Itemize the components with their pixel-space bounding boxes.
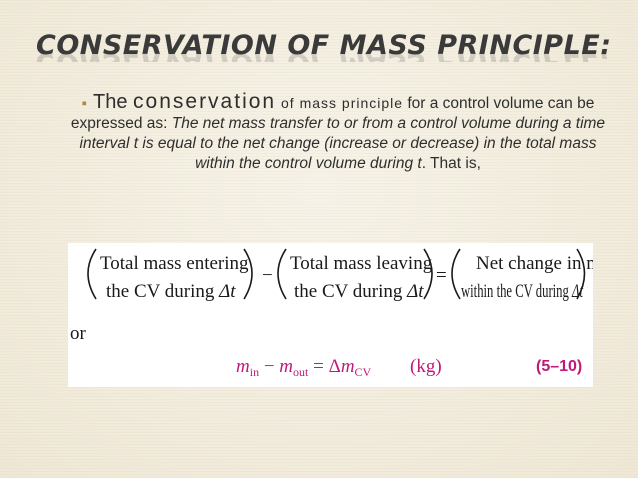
equation-figure: Total mass entering the CV during Δt − T…: [70, 248, 593, 379]
eq-number: (5–10): [536, 358, 582, 375]
eq-equals: =: [436, 265, 447, 286]
paren-right-3: [576, 248, 586, 300]
eq-box1-line2: the CV during Δt: [106, 281, 236, 302]
eq-unit: (kg): [410, 356, 442, 377]
para-end: . That is,: [421, 155, 481, 172]
para-statement: The net mass transfer to or from a contr…: [79, 115, 606, 172]
eq-minus: −: [262, 265, 273, 286]
body-paragraph: ▪ The conservation of mass principle for …: [62, 90, 614, 174]
slide-title: CONSERVATION OF MASS PRINCIPLE:: [36, 30, 612, 61]
eq-box2-line2: the CV during Δt: [294, 281, 424, 302]
para-intro: for a control volume can be expressed as…: [70, 95, 595, 132]
para-mass-principle: of mass principle: [276, 95, 404, 111]
para-conservation: conservation: [133, 90, 277, 113]
eq-box2-line1: Total mass leaving: [290, 253, 433, 274]
equation-image: Total mass entering the CV during Δt − T…: [68, 243, 593, 387]
paren-right-1: [243, 248, 253, 300]
eq-box3-line1: Net change in mass: [476, 253, 593, 274]
eq-box1-line1: Total mass entering: [100, 253, 249, 274]
paren-left-2: [277, 248, 287, 300]
paren-left-3: [451, 248, 461, 300]
paren-left-1: [87, 248, 97, 300]
paren-right-2: [423, 248, 433, 300]
eq-or: or: [70, 323, 87, 344]
eq-compact: min − mout = ΔmCV: [236, 356, 372, 379]
para-lead: The: [93, 91, 134, 113]
slide-title-reflection: CONSERVATION OF MASS PRINCIPLE:: [36, 50, 612, 62]
para-t: t: [417, 155, 422, 172]
eq-box3-line2: within the CV during Δt: [461, 281, 583, 302]
bullet-square-icon: ▪: [81, 95, 87, 112]
